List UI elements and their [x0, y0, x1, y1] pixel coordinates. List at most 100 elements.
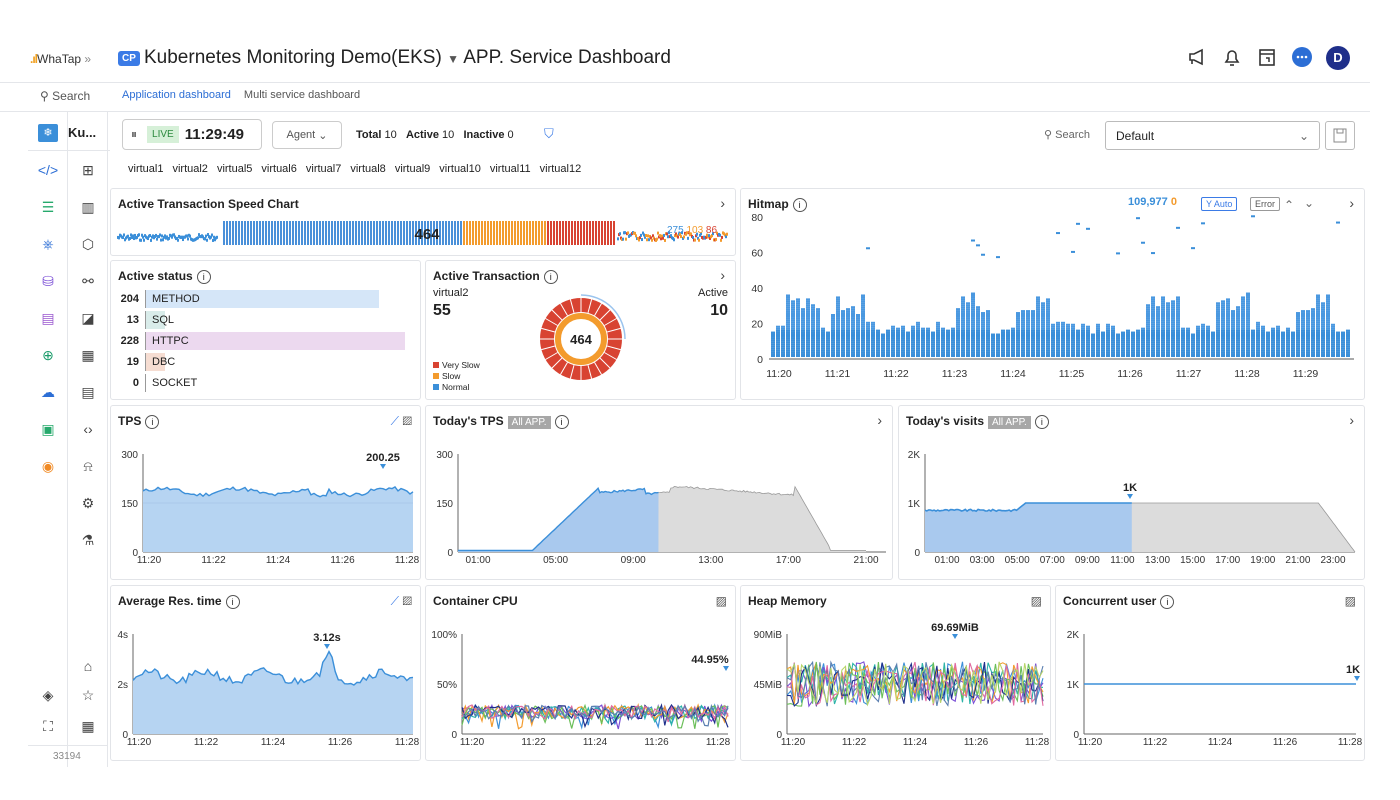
network-icon[interactable]: ⊕	[42, 346, 54, 363]
agent-chip[interactable]: virtual2	[172, 163, 208, 175]
server-icon[interactable]: ☰	[41, 198, 55, 215]
area-chart-icon[interactable]: ▨	[715, 594, 727, 608]
info-icon[interactable]: i	[554, 414, 569, 429]
database-icon[interactable]: ⛁	[42, 272, 54, 289]
hit-cell	[801, 315, 805, 318]
shield-icon[interactable]: ⛉	[544, 126, 554, 141]
agent-dropdown[interactable]: Agent ⌄	[272, 121, 342, 149]
flow-icon[interactable]: ⚯	[82, 272, 94, 289]
info-icon[interactable]: i	[543, 269, 558, 284]
tab-multi-service-dashboard[interactable]: Multi service dashboard	[243, 89, 361, 101]
hit-cell	[831, 329, 835, 332]
agent-chip[interactable]: virtual11	[489, 163, 531, 175]
bell-icon[interactable]: ⍾	[83, 457, 93, 474]
report-icon[interactable]: ▦	[81, 346, 95, 363]
star-icon[interactable]: ☆	[81, 686, 95, 703]
status-row[interactable]: 19 DBC	[117, 353, 175, 371]
fullscreen-icon[interactable]: ⛶	[43, 717, 53, 734]
chevron-down-icon[interactable]: ⌄	[1303, 196, 1314, 210]
cloud-icon[interactable]: ☁	[41, 383, 55, 400]
preset-select[interactable]: Default ⌄	[1105, 121, 1320, 150]
pause-icon[interactable]: ⏸	[131, 127, 138, 141]
info-icon[interactable]: i	[1160, 594, 1175, 609]
area-chart-icon[interactable]: ▨	[1030, 594, 1042, 608]
code-icon[interactable]: </>	[37, 162, 59, 178]
hit-cell	[1051, 327, 1055, 330]
hit-cell	[996, 341, 1000, 344]
broadcast-icon[interactable]: ◉	[41, 457, 55, 474]
megaphone-icon[interactable]	[1186, 46, 1208, 68]
kubernetes-icon[interactable]: ⎈	[42, 235, 54, 252]
chevron-up-icon[interactable]: ⌃	[1283, 198, 1294, 212]
chart-type-icons[interactable]: ⟋ ▨	[391, 594, 412, 609]
home-icon[interactable]: ⌂	[83, 658, 93, 674]
user-avatar[interactable]: D	[1326, 46, 1350, 70]
info-icon[interactable]: i	[225, 594, 240, 609]
hit-cell	[1041, 312, 1045, 315]
chart-icon[interactable]: ◪	[81, 309, 95, 326]
info-icon[interactable]: i	[1034, 414, 1049, 429]
status-row[interactable]: 0 SOCKET	[117, 374, 197, 392]
hit-cell	[861, 315, 865, 318]
settings-icon[interactable]: ⚙	[81, 494, 95, 511]
error-toggle[interactable]: Error	[1250, 197, 1280, 211]
area-chart-icon[interactable]: ▨	[1344, 594, 1356, 608]
save-button[interactable]	[1325, 121, 1355, 150]
bell-icon[interactable]	[1221, 46, 1243, 68]
dashboard-search[interactable]: ⚲ Search	[1044, 129, 1090, 141]
area-chart-icon[interactable]: ▨	[402, 414, 412, 428]
agent-chip[interactable]: virtual12	[539, 163, 582, 175]
browser-icon[interactable]: ▣	[41, 420, 55, 437]
page-search-icon[interactable]: ▦	[81, 717, 95, 734]
chevron-right-icon[interactable]: ›	[877, 412, 882, 428]
hit-cell	[976, 306, 980, 309]
status-row[interactable]: 13 SQL	[117, 311, 174, 329]
info-icon[interactable]: i	[196, 269, 211, 284]
info-icon[interactable]: i	[145, 414, 160, 429]
chevron-right-icon[interactable]: ›	[1349, 412, 1354, 428]
chevron-right-icon[interactable]: ›	[720, 267, 725, 283]
line-chart-icon[interactable]: ⟋	[390, 414, 400, 428]
hit-cell	[941, 339, 945, 342]
chat-icon[interactable]	[1291, 46, 1313, 68]
project-name-short[interactable]: Ku...	[68, 125, 97, 140]
barcode-icon[interactable]: ▥	[81, 198, 95, 215]
hit-cell	[1146, 317, 1150, 320]
hexagon-icon[interactable]: ⬡	[81, 235, 95, 252]
calendar-icon[interactable]	[1256, 46, 1278, 68]
agent-chip[interactable]: virtual8	[350, 163, 386, 175]
project-icon[interactable]: ❄	[38, 124, 58, 142]
status-row[interactable]: 228 HTTPC	[117, 332, 405, 350]
hit-cell	[921, 351, 925, 354]
agent-chip[interactable]: virtual6	[261, 163, 297, 175]
flask-icon[interactable]: ⚗	[81, 531, 95, 548]
grid-icon[interactable]: ⊞	[82, 161, 94, 178]
document-icon[interactable]: ▤	[81, 383, 95, 400]
hit-cell	[936, 337, 940, 340]
agent-chip[interactable]: virtual9	[394, 163, 431, 175]
agent-chip[interactable]: virtual1	[128, 163, 164, 175]
area-chart-icon[interactable]: ▨	[402, 594, 412, 608]
agent-chip[interactable]: virtual5	[216, 163, 253, 175]
y-auto-button[interactable]: Y Auto	[1201, 197, 1238, 211]
tab-application-dashboard[interactable]: Application dashboard	[122, 89, 231, 101]
chevron-right-icon[interactable]: ›	[720, 195, 725, 211]
chevron-right-icon[interactable]: ›	[1349, 195, 1354, 211]
code-brackets-icon[interactable]: ‹›	[83, 421, 93, 437]
page-title[interactable]: Kubernetes Monitoring Demo(EKS) ▼ APP. S…	[144, 47, 671, 68]
agent-chip[interactable]: virtual10	[439, 163, 481, 175]
log-icon[interactable]: ▤	[41, 309, 55, 326]
whatap-logo[interactable]: .ılWhaTap »	[30, 52, 92, 66]
hit-cell	[1336, 339, 1340, 342]
chart-type-icons[interactable]: ⟋ ▨	[391, 414, 412, 429]
paint-bucket-icon[interactable]: ◈	[42, 686, 54, 703]
hit-cell	[1201, 347, 1205, 350]
hit-cell	[1211, 335, 1215, 338]
agent-chip[interactable]: virtual7	[305, 163, 342, 175]
sidebar-search[interactable]: ⚲ Search	[40, 89, 91, 103]
line-chart-icon[interactable]: ⟋	[390, 594, 400, 608]
live-badge[interactable]: LIVE	[147, 126, 179, 143]
info-icon[interactable]: i	[792, 197, 807, 212]
hit-cell	[861, 329, 865, 332]
status-row[interactable]: 204 METHOD	[117, 290, 379, 308]
